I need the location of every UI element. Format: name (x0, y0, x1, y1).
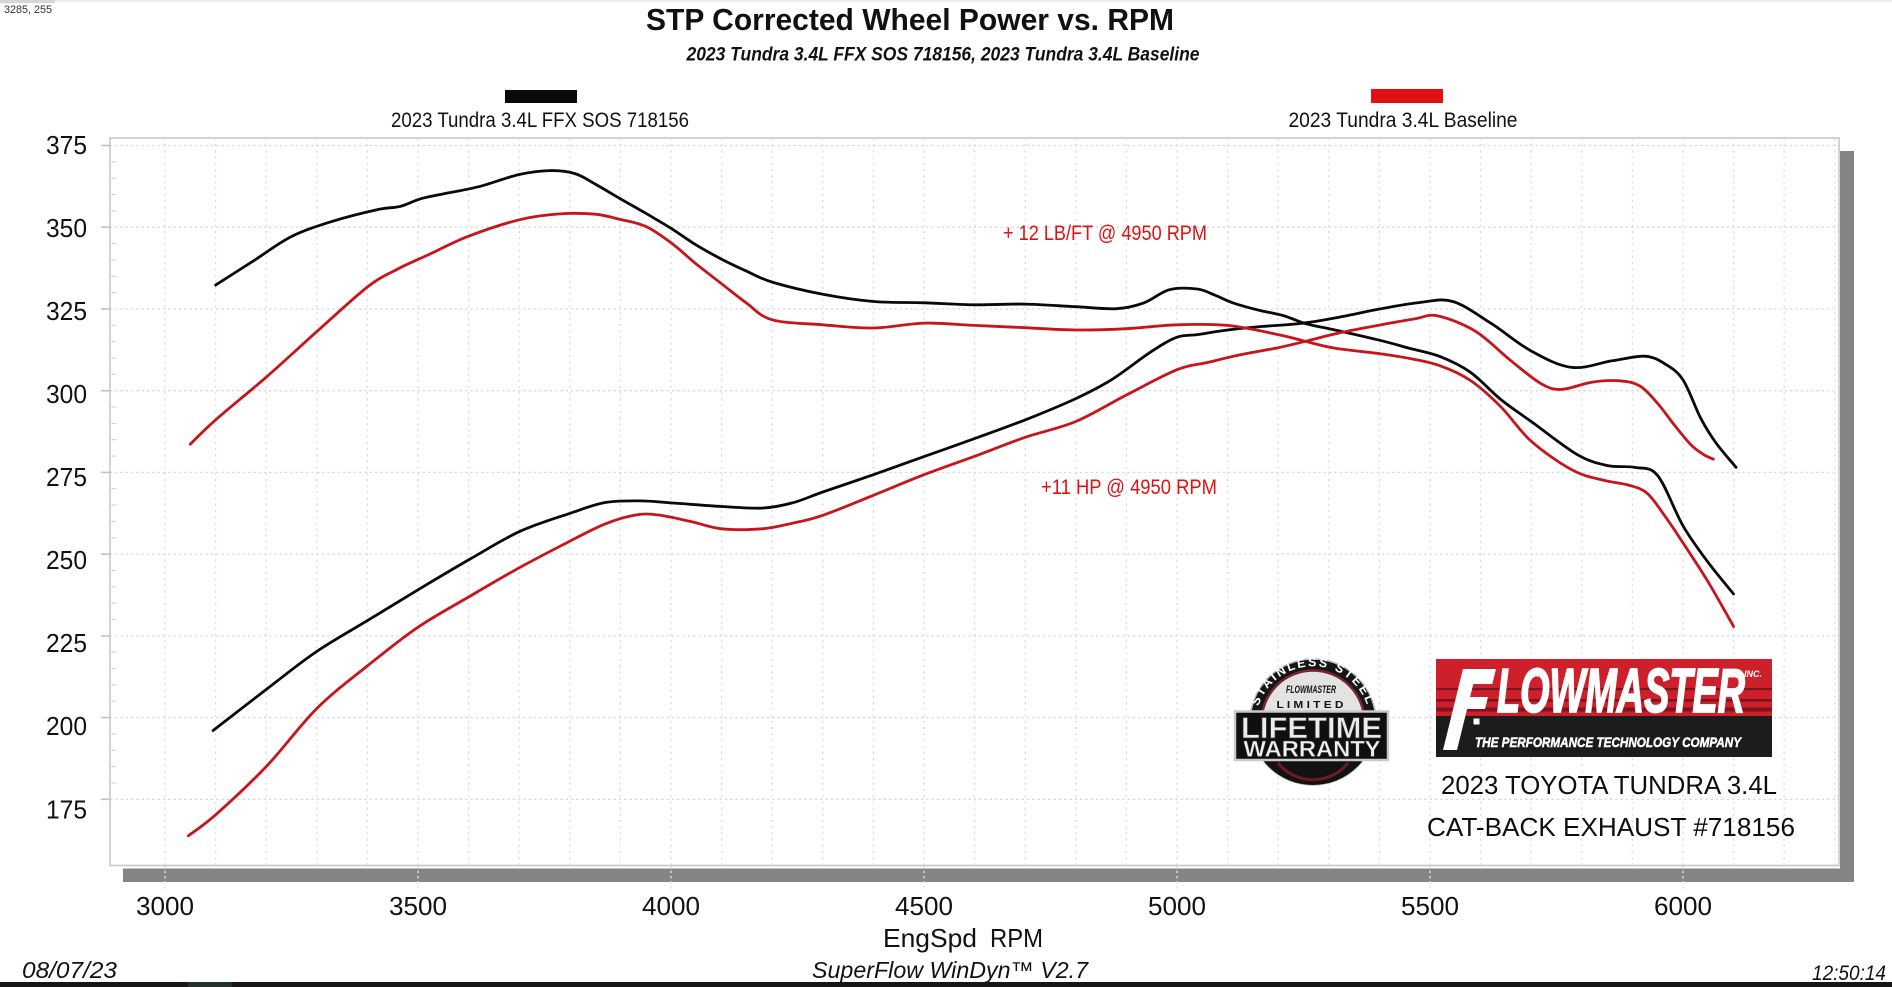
svg-text:375: 375 (46, 130, 87, 160)
svg-text:STP Corrected Wheel Power vs.: STP Corrected Wheel Power vs. RPM (646, 2, 1174, 37)
svg-text:+11 HP @ 4950 RPM: +11 HP @ 4950 RPM (1041, 476, 1217, 499)
svg-text:3000: 3000 (136, 891, 194, 921)
svg-text:4500: 4500 (895, 891, 953, 921)
svg-text:2023 Tundra 3.4L Baseline: 2023 Tundra 3.4L Baseline (1289, 108, 1518, 132)
svg-text:250: 250 (46, 545, 87, 575)
svg-text:THE PERFORMANCE TECHNOLOGY COM: THE PERFORMANCE TECHNOLOGY COMPANY (1475, 734, 1742, 750)
svg-text:LIFETIME: LIFETIME (1241, 712, 1382, 745)
svg-text:SuperFlow WinDyn™ V2.7: SuperFlow WinDyn™ V2.7 (812, 957, 1089, 983)
svg-text:225: 225 (46, 628, 87, 658)
svg-text:L I M I T E D: L I M I T E D (1277, 700, 1344, 711)
svg-text:EngSpd: EngSpd (883, 923, 977, 953)
svg-text:350: 350 (46, 213, 87, 243)
svg-text:CAT-BACK EXHAUST #718156: CAT-BACK EXHAUST #718156 (1427, 812, 1795, 842)
svg-text:+ 12 LB/FT @ 4950 RPM: + 12 LB/FT @ 4950 RPM (1003, 222, 1207, 245)
svg-text:LOWMASTER: LOWMASTER (1497, 657, 1745, 726)
svg-text:2023 Tundra 3.4L FFX SOS 71815: 2023 Tundra 3.4L FFX SOS 718156, 2023 Tu… (686, 45, 1200, 66)
svg-text:WARRANTY: WARRANTY (1244, 737, 1381, 762)
svg-text:12:50:14: 12:50:14 (1812, 962, 1886, 985)
svg-text:6000: 6000 (1654, 891, 1712, 921)
svg-text:4000: 4000 (642, 891, 700, 921)
svg-text:3500: 3500 (389, 891, 447, 921)
svg-text:2023 TOYOTA TUNDRA 3.4L: 2023 TOYOTA TUNDRA 3.4L (1441, 770, 1777, 800)
svg-text:5500: 5500 (1401, 891, 1459, 921)
svg-text:2023 Tundra 3.4L FFX SOS 71815: 2023 Tundra 3.4L FFX SOS 718156 (391, 108, 689, 132)
svg-text:5000: 5000 (1148, 891, 1206, 921)
svg-text:200: 200 (46, 711, 87, 741)
svg-text:175: 175 (46, 794, 87, 824)
svg-text:325: 325 (46, 296, 87, 326)
svg-text:RPM: RPM (990, 923, 1043, 953)
svg-text:300: 300 (46, 379, 87, 409)
svg-text:08/07/23: 08/07/23 (22, 957, 117, 983)
svg-text:275: 275 (46, 462, 87, 492)
svg-text:FLOWMASTER: FLOWMASTER (1286, 684, 1336, 696)
svg-text:3285, 255: 3285, 255 (4, 4, 52, 16)
svg-text:INC.: INC. (1744, 669, 1762, 679)
